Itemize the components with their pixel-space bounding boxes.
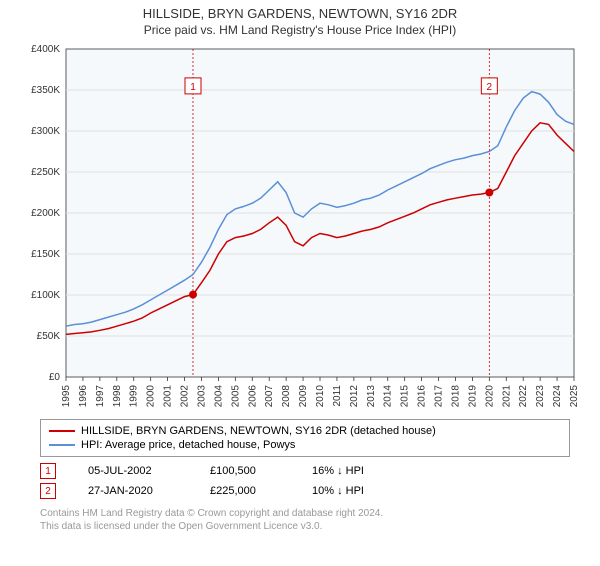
svg-text:£100K: £100K [31, 290, 60, 301]
marker-table: 1 05-JUL-2002 £100,500 16% ↓ HPI 2 27-JA… [40, 461, 570, 501]
svg-text:2020: 2020 [484, 385, 495, 408]
marker-price: £225,000 [210, 485, 280, 497]
chart-plot-area: £0 £50K £100K £150K £200K £250K £300K £350K £400… [24, 43, 584, 413]
svg-text:1998: 1998 [112, 385, 123, 408]
table-row: 2 27-JAN-2020 £225,000 10% ↓ HPI [40, 481, 570, 501]
legend-row: HILLSIDE, BRYN GARDENS, NEWTOWN, SY16 2D… [49, 424, 561, 438]
svg-text:£200K: £200K [31, 208, 60, 219]
line-chart-svg: £0 £50K £100K £150K £200K £250K £300K £350K £400… [24, 43, 584, 413]
svg-text:2006: 2006 [247, 385, 258, 408]
svg-text:2003: 2003 [196, 385, 207, 408]
svg-text:2004: 2004 [213, 385, 224, 408]
svg-text:£50K: £50K [37, 331, 61, 342]
marker-pct: 10% ↓ HPI [312, 485, 412, 497]
footnote-text: This data is licensed under the Open Gov… [40, 521, 322, 532]
svg-text:2025: 2025 [569, 385, 580, 408]
svg-text:£300K: £300K [31, 126, 60, 137]
footnote-text: Contains HM Land Registry data © Crown c… [40, 508, 383, 519]
marker-badge: 1 [40, 463, 56, 479]
legend-label: HPI: Average price, detached house, Powy… [81, 439, 295, 451]
chart-subtitle: Price paid vs. HM Land Registry's House … [0, 23, 600, 37]
svg-text:2000: 2000 [146, 385, 157, 408]
marker-date: 05-JUL-2002 [88, 465, 178, 477]
legend-swatch [49, 430, 75, 432]
svg-text:2009: 2009 [298, 385, 309, 408]
svg-text:1995: 1995 [61, 385, 72, 408]
svg-text:2024: 2024 [552, 385, 563, 408]
marker-pct: 16% ↓ HPI [312, 465, 412, 477]
svg-text:2022: 2022 [518, 385, 529, 408]
table-row: 1 05-JUL-2002 £100,500 16% ↓ HPI [40, 461, 570, 481]
svg-text:2010: 2010 [315, 385, 326, 408]
svg-text:2005: 2005 [230, 385, 241, 408]
svg-text:2016: 2016 [417, 385, 428, 408]
footnote: Contains HM Land Registry data © Crown c… [40, 507, 570, 533]
legend-label: HILLSIDE, BRYN GARDENS, NEWTOWN, SY16 2D… [81, 425, 436, 437]
svg-text:2021: 2021 [501, 385, 512, 408]
svg-text:2014: 2014 [383, 385, 394, 408]
svg-text:2017: 2017 [434, 385, 445, 408]
svg-text:1996: 1996 [78, 385, 89, 408]
svg-text:2008: 2008 [281, 385, 292, 408]
svg-text:2013: 2013 [366, 385, 377, 408]
legend-swatch [49, 444, 75, 446]
svg-text:1999: 1999 [129, 385, 140, 408]
svg-text:2012: 2012 [349, 385, 360, 408]
legend: HILLSIDE, BRYN GARDENS, NEWTOWN, SY16 2D… [40, 419, 570, 457]
legend-row: HPI: Average price, detached house, Powy… [49, 438, 561, 452]
svg-text:2011: 2011 [332, 385, 343, 407]
svg-text:£150K: £150K [31, 249, 60, 260]
chart-title: HILLSIDE, BRYN GARDENS, NEWTOWN, SY16 2D… [0, 6, 600, 21]
svg-text:2015: 2015 [400, 385, 411, 408]
svg-text:2019: 2019 [467, 385, 478, 408]
svg-text:£0: £0 [49, 372, 61, 383]
svg-text:2001: 2001 [163, 385, 174, 408]
svg-text:2002: 2002 [180, 385, 191, 408]
chart-container: HILLSIDE, BRYN GARDENS, NEWTOWN, SY16 2D… [0, 6, 600, 566]
svg-text:£250K: £250K [31, 167, 60, 178]
svg-text:£400K: £400K [31, 44, 60, 55]
svg-text:2: 2 [487, 82, 493, 93]
marker-date: 27-JAN-2020 [88, 485, 178, 497]
svg-text:1: 1 [190, 82, 196, 93]
svg-text:2007: 2007 [264, 385, 275, 408]
svg-text:£350K: £350K [31, 85, 60, 96]
svg-text:2023: 2023 [535, 385, 546, 408]
marker-price: £100,500 [210, 465, 280, 477]
marker-badge: 2 [40, 483, 56, 499]
svg-text:2018: 2018 [450, 385, 461, 408]
svg-text:1997: 1997 [95, 385, 106, 408]
